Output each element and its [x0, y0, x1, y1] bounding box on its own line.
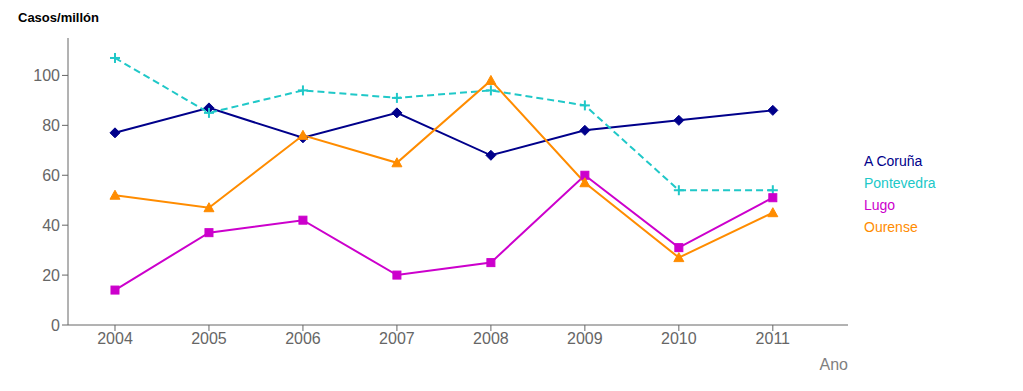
svg-text:60: 60	[42, 167, 60, 184]
svg-text:80: 80	[42, 117, 60, 134]
svg-text:2007: 2007	[379, 330, 415, 347]
svg-text:2011: 2011	[756, 330, 791, 347]
svg-text:2005: 2005	[191, 330, 227, 347]
html-text:Pontevedra: Pontevedra	[864, 175, 936, 191]
svg-text:2004: 2004	[97, 330, 133, 347]
svg-text:2006: 2006	[285, 330, 321, 347]
svg-text:100: 100	[33, 67, 60, 84]
svg-text:Ano: Ano	[820, 356, 849, 373]
svg-text:20: 20	[42, 267, 60, 284]
html-text:A Coruña: A Coruña	[864, 153, 923, 169]
html-text:Ourense: Ourense	[864, 219, 918, 235]
svg-text:2010: 2010	[661, 330, 697, 347]
html-text:Casos/millón: Casos/millón	[18, 10, 99, 25]
svg-text:40: 40	[42, 217, 60, 234]
svg-text:2008: 2008	[473, 330, 509, 347]
svg-text:0: 0	[51, 317, 60, 334]
html-text:Lugo: Lugo	[864, 197, 896, 213]
svg-text:2009: 2009	[567, 330, 603, 347]
